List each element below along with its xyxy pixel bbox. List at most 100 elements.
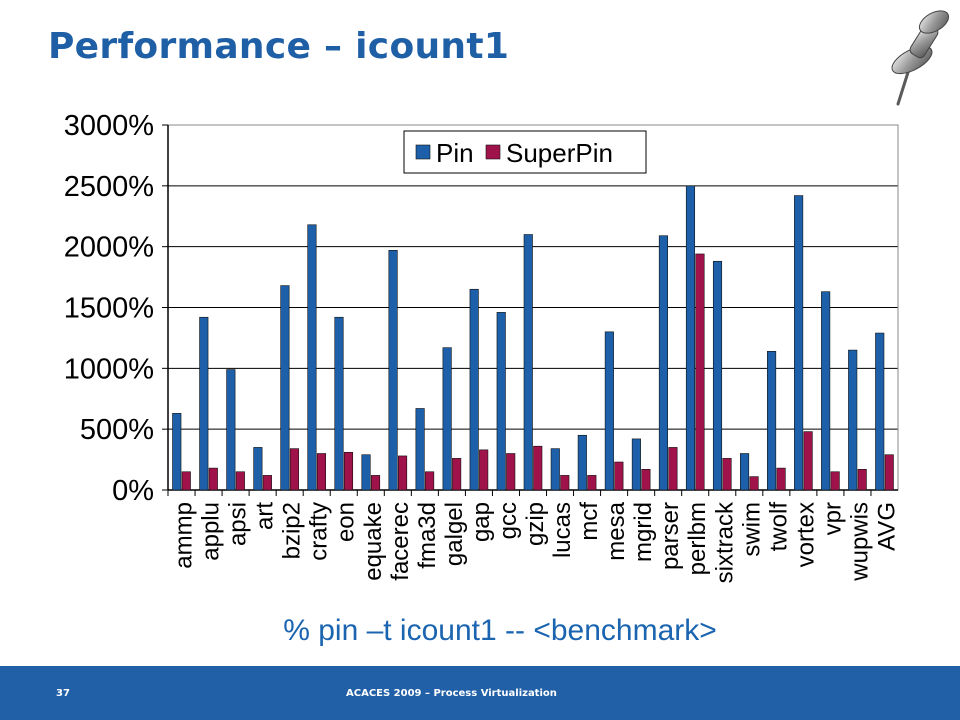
y-tick-label: 500% xyxy=(80,414,154,446)
x-tick-label: twolf xyxy=(765,502,792,552)
x-tick-label: AVG xyxy=(873,502,900,551)
x-tick-label: vortex xyxy=(792,502,819,567)
bar-superpin-facerec xyxy=(398,455,408,491)
bar-pin-eon xyxy=(334,316,344,491)
legend-label-pin: Pin xyxy=(436,138,474,168)
bar-superpin-ammp xyxy=(181,471,191,491)
x-tick-label: mcf xyxy=(576,502,603,541)
bar-pin-swim xyxy=(739,453,750,491)
bar-superpin-parser xyxy=(668,447,678,491)
chart-bars xyxy=(172,185,894,491)
bar-pin-gcc xyxy=(496,312,506,491)
bar-superpin-art xyxy=(262,475,272,491)
x-tick-label: gzip xyxy=(522,502,549,546)
bar-pin-vortex xyxy=(794,195,804,491)
x-tick-label: equake xyxy=(360,502,387,581)
bar-superpin-gcc xyxy=(506,453,516,491)
x-tick-label: sixtrack xyxy=(711,501,738,583)
bar-pin-gap xyxy=(469,288,479,491)
x-tick-label: gcc xyxy=(495,502,522,539)
x-tick-label: galgel xyxy=(441,502,468,566)
y-tick-label: 2500% xyxy=(64,171,154,203)
legend-label-superpin: SuperPin xyxy=(506,138,613,168)
x-tick-label: facerec xyxy=(387,502,414,581)
pushpin-icon xyxy=(891,10,950,106)
bar-superpin-crafty xyxy=(316,453,327,491)
x-tick-label: art xyxy=(252,502,279,530)
chart-gridlines xyxy=(168,124,898,491)
x-tick-label: parser xyxy=(657,502,684,570)
bar-superpin-avg xyxy=(884,454,894,491)
bar-pin-wupwis xyxy=(848,349,858,491)
bar-pin-mgrid xyxy=(631,438,641,491)
x-tick-label: apsi xyxy=(225,502,252,546)
bar-pin-galgel xyxy=(442,347,452,491)
x-tick-label: perlbm xyxy=(684,502,711,575)
y-tick-label: 1000% xyxy=(64,353,154,385)
bar-pin-applu xyxy=(199,316,209,491)
bar-superpin-sixtrack xyxy=(722,458,732,491)
bar-superpin-vpr xyxy=(830,471,840,491)
bar-superpin-gzip xyxy=(533,445,543,491)
bar-pin-equake xyxy=(361,454,371,491)
bar-superpin-applu xyxy=(208,467,218,491)
bar-pin-mcf xyxy=(577,434,587,491)
bar-pin-art xyxy=(253,447,263,491)
slide-title: Performance – icount1 xyxy=(48,26,510,67)
x-tick-label: ammp xyxy=(171,502,198,569)
x-tick-label: lucas xyxy=(549,502,576,558)
bar-pin-avg xyxy=(875,332,885,491)
bar-superpin-apsi xyxy=(235,471,245,491)
x-tick-label: mesa xyxy=(603,501,630,560)
bar-pin-apsi xyxy=(226,369,236,491)
bar-pin-bzip2 xyxy=(280,285,290,491)
page-number: 37 xyxy=(56,688,70,699)
y-axis-tick-labels: 0% 500% 1000% 1500% 2000% 2500% 3000% xyxy=(64,110,154,507)
legend-swatch-superpin xyxy=(485,144,501,160)
bar-superpin-wupwis xyxy=(857,469,867,491)
y-tick-label: 1500% xyxy=(64,293,154,325)
bar-pin-ammp xyxy=(172,413,182,491)
y-tick-label: 3000% xyxy=(64,110,154,142)
bar-superpin-swim xyxy=(749,476,759,491)
bar-superpin-fma3d xyxy=(425,471,435,491)
bar-pin-crafty xyxy=(307,224,317,491)
bar-pin-lucas xyxy=(550,448,560,491)
bar-superpin-eon xyxy=(343,451,354,491)
x-tick-label: fma3d xyxy=(414,502,441,569)
y-tick-label: 2000% xyxy=(64,232,154,264)
x-tick-label: gap xyxy=(468,502,495,542)
legend-box xyxy=(403,130,647,174)
bar-superpin-mesa xyxy=(614,461,624,491)
bar-pin-sixtrack xyxy=(712,260,723,491)
x-tick-label: crafty xyxy=(306,502,333,561)
x-tick-label: wupwis xyxy=(846,502,873,582)
bar-superpin-mcf xyxy=(587,475,597,491)
bar-pin-vpr xyxy=(821,291,831,491)
bar-pin-facerec xyxy=(388,250,398,491)
bar-superpin-bzip2 xyxy=(289,448,299,491)
chart-legend: Pin SuperPin xyxy=(403,130,647,174)
bar-superpin-equake xyxy=(370,475,381,491)
footer-bar: 37 ACACES 2009 – Process Virtualization xyxy=(0,666,960,720)
bar-pin-perlbm xyxy=(685,185,696,491)
x-tick-label: eon xyxy=(333,502,360,542)
y-tick-label: 0% xyxy=(112,475,154,507)
chart-axes xyxy=(162,124,899,496)
x-tick-label: mgrid xyxy=(630,502,657,562)
x-tick-label: vpr xyxy=(819,502,846,535)
bar-superpin-galgel xyxy=(452,458,462,491)
bar-superpin-lucas xyxy=(560,475,570,491)
x-axis-tick-labels: ammp applu apsi art bzip2 crafty eon equake face… xyxy=(171,501,901,583)
x-tick-label: swim xyxy=(738,502,765,557)
bar-superpin-gap xyxy=(479,449,489,491)
bar-pin-mesa xyxy=(604,331,614,491)
bar-pin-twolf xyxy=(767,350,777,491)
legend-swatch-pin xyxy=(415,144,431,160)
bar-pin-fma3d xyxy=(415,408,425,491)
bar-pin-gzip xyxy=(523,234,533,491)
x-tick-label: applu xyxy=(198,502,225,561)
bar-superpin-mgrid xyxy=(641,469,651,491)
x-tick-label: bzip2 xyxy=(279,502,306,559)
